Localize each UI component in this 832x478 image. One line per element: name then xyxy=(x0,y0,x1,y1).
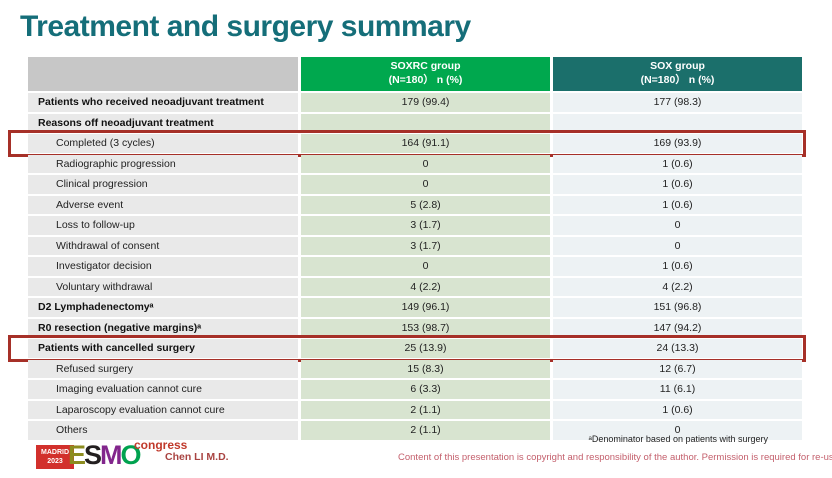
sox-value: 1 (0.6) xyxy=(553,154,802,173)
row-label: Reasons off neoadjuvant treatment xyxy=(28,113,298,132)
sox-value: 0 xyxy=(553,216,802,235)
table-row-highlighted: Patients with cancelled surgery 25 (13.9… xyxy=(8,335,806,361)
table-row: D2 Lymphadenectomyᵃ 149 (96.1) 151 (96.8… xyxy=(28,298,802,317)
row-label: Laparoscopy evaluation cannot cure xyxy=(28,400,298,419)
sox-value: 151 (96.8) xyxy=(553,298,802,317)
sox-value: 1 (0.6) xyxy=(553,175,802,194)
table-row: Adverse event 5 (2.8) 1 (0.6) xyxy=(28,195,802,214)
row-label: Voluntary withdrawal xyxy=(28,277,298,296)
row-label: Investigator decision xyxy=(28,257,298,276)
table-row: Radiographic progression 0 1 (0.6) xyxy=(28,154,802,173)
table-row: Clinical progression 0 1 (0.6) xyxy=(28,175,802,194)
header-soxrc-group: SOXRC group (N=180） n (%) xyxy=(301,57,550,91)
table-row: Investigator decision 0 1 (0.6) xyxy=(28,257,802,276)
row-label: Patients with cancelled surgery xyxy=(28,339,298,358)
row-label: Clinical progression xyxy=(28,175,298,194)
soxrc-value: 3 (1.7) xyxy=(301,236,550,255)
soxrc-value: 153 (98.7) xyxy=(301,318,550,337)
row-label: Patients who received neoadjuvant treatm… xyxy=(28,93,298,112)
row-label: Adverse event xyxy=(28,195,298,214)
sox-value: 147 (94.2) xyxy=(553,318,802,337)
congress-label: congress xyxy=(134,438,188,452)
table-row: Patients who received neoadjuvant treatm… xyxy=(28,93,802,112)
table-row: Laparoscopy evaluation cannot cure 2 (1.… xyxy=(28,400,802,419)
soxrc-value xyxy=(301,113,550,132)
sox-value: 24 (13.3) xyxy=(553,339,802,358)
madrid-2023-badge: MADRID 2023 xyxy=(36,445,74,469)
soxrc-value: 4 (2.2) xyxy=(301,277,550,296)
table-row: Loss to follow-up 3 (1.7) 0 xyxy=(28,216,802,235)
sox-value: 1 (0.6) xyxy=(553,400,802,419)
sox-value: 11 (6.1) xyxy=(553,380,802,399)
table-row: R0 resection (negative margins)ᵃ 153 (98… xyxy=(28,318,802,337)
sox-value: 0 xyxy=(553,421,802,440)
header-sox-group: SOX group (N=180） n (%) xyxy=(553,57,802,91)
soxrc-value: 3 (1.7) xyxy=(301,216,550,235)
soxrc-value: 164 (91.1) xyxy=(301,134,550,153)
soxrc-value: 0 xyxy=(301,154,550,173)
footnote: ᵃDenominator based on patients with surg… xyxy=(588,434,768,444)
page-title: Treatment and surgery summary xyxy=(20,10,471,43)
soxrc-group-sub: (N=180） n (%) xyxy=(388,74,463,86)
row-label: Completed (3 cycles) xyxy=(28,134,298,153)
row-label: Others xyxy=(28,421,298,440)
row-label: Withdrawal of consent xyxy=(28,236,298,255)
header-corner-cell xyxy=(28,57,298,91)
esmo-congress-logo: MADRID 2023 ESMO congress xyxy=(36,438,206,474)
row-label: R0 resection (negative margins)ᵃ xyxy=(28,318,298,337)
soxrc-value: 5 (2.8) xyxy=(301,195,550,214)
soxrc-value: 2 (1.1) xyxy=(301,400,550,419)
sox-group-name: SOX group xyxy=(650,60,705,73)
table-header-row: SOXRC group (N=180） n (%) SOX group (N=1… xyxy=(28,57,802,91)
soxrc-group-name: SOXRC group xyxy=(390,60,461,73)
table-row: Refused surgery 15 (8.3) 12 (6.7) xyxy=(28,359,802,378)
table-row: Imaging evaluation cannot cure 6 (3.3) 1… xyxy=(28,380,802,399)
sox-value: 12 (6.7) xyxy=(553,359,802,378)
summary-table: SOXRC group (N=180） n (%) SOX group (N=1… xyxy=(8,57,806,440)
sox-value: 0 xyxy=(553,236,802,255)
table-row: Reasons off neoadjuvant treatment xyxy=(28,113,802,132)
soxrc-value: 2 (1.1) xyxy=(301,421,550,440)
table-row: Withdrawal of consent 3 (1.7) 0 xyxy=(28,236,802,255)
row-label: Loss to follow-up xyxy=(28,216,298,235)
row-label: D2 Lymphadenectomyᵃ xyxy=(28,298,298,317)
sox-value: 4 (2.2) xyxy=(553,277,802,296)
table-row-highlighted: Completed (3 cycles) 164 (91.1) 169 (93.… xyxy=(8,130,806,156)
sox-value: 1 (0.6) xyxy=(553,195,802,214)
soxrc-value: 149 (96.1) xyxy=(301,298,550,317)
soxrc-value: 179 (99.4) xyxy=(301,93,550,112)
soxrc-value: 0 xyxy=(301,175,550,194)
sox-value: 1 (0.6) xyxy=(553,257,802,276)
soxrc-value: 0 xyxy=(301,257,550,276)
sox-value: 169 (93.9) xyxy=(553,134,802,153)
sox-value xyxy=(553,113,802,132)
table-row: Others 2 (1.1) 0 xyxy=(28,421,802,440)
sox-value: 177 (98.3) xyxy=(553,93,802,112)
esmo-wordmark: ESMO xyxy=(68,440,142,470)
row-label: Refused surgery xyxy=(28,359,298,378)
soxrc-value: 15 (8.3) xyxy=(301,359,550,378)
soxrc-value: 25 (13.9) xyxy=(301,339,550,358)
table-row: Voluntary withdrawal 4 (2.2) 4 (2.2) xyxy=(28,277,802,296)
logo-city: MADRID xyxy=(41,449,69,456)
logo-year: 2023 xyxy=(47,458,63,466)
row-label: Imaging evaluation cannot cure xyxy=(28,380,298,399)
sox-group-sub: (N=180） n (%) xyxy=(640,74,715,86)
soxrc-value: 6 (3.3) xyxy=(301,380,550,399)
presenter-name: Chen LI M.D. xyxy=(165,451,229,463)
row-label: Radiographic progression xyxy=(28,154,298,173)
copyright-notice: Content of this presentation is copyrigh… xyxy=(398,452,832,463)
